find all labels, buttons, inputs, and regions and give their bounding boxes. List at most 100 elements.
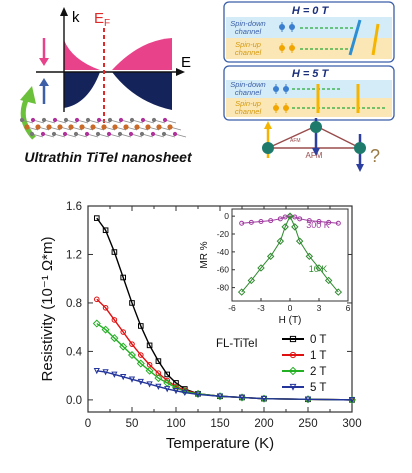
lattice-atom: [52, 117, 58, 123]
data-point: [102, 227, 109, 234]
lattice-atom: [41, 117, 47, 123]
fermi-level-label: EF: [94, 10, 110, 29]
lattice-atom: [90, 124, 96, 130]
data-point: [120, 374, 127, 381]
legend-label: 1 T: [310, 350, 326, 362]
series-line: [96, 370, 353, 401]
x-axis-label: Temperature (K): [166, 435, 274, 452]
box-0t-yellow-spin: [371, 23, 380, 56]
data-point: [111, 317, 118, 323]
box-0t-spin-down-label: Spin-down channel: [230, 19, 265, 36]
data-point: [239, 220, 245, 226]
box-0t-spin-up-label: Spin-up channel: [235, 40, 262, 57]
inset-y-tick-label: 0: [224, 211, 229, 221]
legend-title: FL-TiTeI: [216, 338, 258, 350]
lattice-atom: [29, 131, 35, 137]
x-tick-label: 300: [342, 418, 361, 430]
afm-spin-left-head: [264, 121, 272, 129]
lattice-atom: [68, 124, 74, 130]
nanosheet-lattice: [19, 117, 187, 138]
resistivity-chart: 0 50 100 150 200 250 3000.00.40.81.21.6Tempera…: [39, 201, 362, 452]
lattice-atom: [150, 131, 156, 137]
lattice-atom: [151, 117, 157, 123]
lattice-atom: [118, 117, 124, 123]
data-point: [304, 396, 312, 403]
data-point: [292, 214, 298, 220]
data-point: [93, 368, 100, 375]
y-tick-label: 0.4: [66, 346, 83, 358]
data-point: [181, 389, 188, 397]
lattice-atom: [40, 131, 46, 137]
data-point: [129, 300, 135, 306]
lattice-atom: [107, 117, 113, 123]
y-tick-label: 1.6: [66, 201, 82, 213]
afm-spin-top-head: [312, 148, 320, 156]
afm-question-mark: ?: [370, 146, 380, 166]
inset-series-line: [241, 214, 339, 293]
lattice-atom: [139, 131, 145, 137]
inset-x-tick-label: -3: [257, 303, 265, 313]
e-axis-arrow: [176, 68, 185, 76]
data-point: [92, 319, 101, 328]
data-point: [216, 393, 224, 400]
box-5t-spin-up-label: Spin-up channel: [235, 99, 262, 116]
lattice-atom: [63, 117, 69, 123]
lattice-atom: [30, 117, 36, 123]
data-point: [286, 212, 294, 220]
lattice-atom: [51, 131, 57, 137]
afm-label-small: AFM: [290, 138, 301, 144]
lattice-atom: [117, 131, 123, 137]
data-point: [289, 383, 297, 391]
inset-y-tick-label: -20: [217, 229, 230, 239]
x-tick-label: 200: [254, 418, 273, 430]
data-point: [238, 394, 246, 401]
data-point: [138, 352, 144, 358]
data-point: [129, 341, 135, 347]
lattice-atom: [84, 131, 90, 137]
data-point: [155, 370, 162, 377]
data-point: [277, 216, 283, 222]
lattice-atom: [112, 124, 118, 130]
x-tick-label: 100: [166, 418, 185, 430]
data-point: [326, 219, 332, 225]
box-0t-title: H = 0 T: [292, 5, 330, 17]
lattice-atom: [74, 117, 80, 123]
lattice-atom: [57, 124, 63, 130]
data-point: [291, 223, 299, 231]
data-point: [155, 383, 162, 390]
lattice-atom: [134, 124, 140, 130]
inset-y-tick-label: -60: [217, 265, 230, 275]
lattice-atom: [96, 117, 102, 123]
data-point: [94, 215, 100, 221]
data-point: [102, 304, 109, 311]
inset-x-tick-label: 3: [317, 303, 322, 313]
data-point: [258, 219, 264, 225]
lattice-atom: [129, 117, 135, 123]
data-point: [146, 381, 153, 388]
inset-series-label: 300 K: [306, 220, 330, 230]
box-0t-electrons: [279, 22, 295, 53]
data-point: [138, 323, 144, 329]
data-point: [315, 264, 323, 272]
data-point: [266, 252, 275, 261]
spin-down-arrowhead: [39, 58, 49, 66]
lattice-atom: [19, 117, 25, 123]
legend-label: 2 T: [310, 366, 326, 378]
lattice-atom: [95, 131, 101, 137]
y-tick-label: 0.8: [66, 298, 82, 310]
data-point: [268, 218, 274, 224]
data-point: [164, 371, 170, 378]
e-axis-label: E: [181, 54, 191, 71]
spin-up-arrowhead: [39, 78, 49, 86]
lattice-atom: [46, 124, 52, 130]
data-point: [334, 288, 343, 296]
k-axis-arrow: [60, 7, 68, 16]
data-point: [101, 325, 110, 334]
box-5t-title: H = 5 T: [292, 68, 330, 80]
lattice-atom: [145, 124, 151, 130]
box-5t-electrons: [273, 84, 289, 113]
y-tick-label: 1.2: [66, 249, 82, 261]
box-0t-spin-down-band: [226, 17, 392, 38]
data-point: [173, 380, 179, 386]
